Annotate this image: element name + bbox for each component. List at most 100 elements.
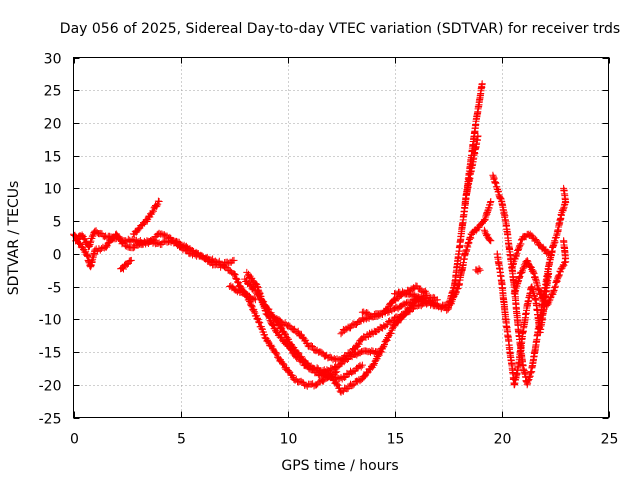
y-tick-label: 30 <box>44 52 62 68</box>
data-point <box>281 330 289 338</box>
chart-title: Day 056 of 2025, Sidereal Day-to-day VTE… <box>60 21 620 37</box>
data-point <box>236 282 244 290</box>
data-point <box>476 266 484 274</box>
data-point <box>363 369 371 377</box>
y-tick-label: 20 <box>44 117 62 133</box>
data-point <box>333 381 341 389</box>
data-point <box>545 250 553 258</box>
data-point <box>382 337 390 345</box>
data-point <box>267 341 275 349</box>
y-axis-label: SDTVAR / TECUs <box>6 181 22 296</box>
y-tick-label: -15 <box>39 346 62 362</box>
data-point <box>545 270 553 277</box>
data-point <box>120 265 127 273</box>
y-tick-label: -20 <box>39 379 62 395</box>
data-point <box>487 237 495 245</box>
data-point <box>478 80 486 88</box>
data-point <box>302 336 310 344</box>
data-point <box>279 360 287 368</box>
y-tick-label: -10 <box>39 313 62 329</box>
data-point <box>284 341 291 349</box>
data-point <box>230 256 238 264</box>
data-point <box>487 198 495 205</box>
data-point <box>519 264 527 272</box>
data-point <box>264 336 271 344</box>
data-point <box>560 184 568 192</box>
data-point <box>307 342 315 350</box>
data-point <box>278 333 286 341</box>
data-point <box>526 262 533 270</box>
x-axis-label: GPS time / hours <box>281 458 398 474</box>
data-point <box>387 329 395 337</box>
data-point <box>81 235 89 243</box>
data-point <box>334 381 342 389</box>
data-point <box>328 372 336 380</box>
data-point <box>401 290 409 298</box>
y-tick-label: 15 <box>44 150 62 166</box>
data-point <box>252 280 260 288</box>
y-tick-label: 25 <box>44 84 62 100</box>
data-point <box>153 202 161 210</box>
data-point <box>480 226 488 234</box>
data-point <box>276 324 284 332</box>
data-point <box>264 338 272 346</box>
data-point <box>287 345 295 353</box>
data-point <box>355 340 363 348</box>
data-point <box>73 236 81 244</box>
y-tick-label: 0 <box>53 248 62 264</box>
data-point <box>537 290 545 298</box>
plot-frame <box>73 57 609 418</box>
data-point <box>380 342 388 350</box>
data-point <box>518 269 526 276</box>
data-point <box>102 243 110 251</box>
data-point <box>265 313 273 321</box>
data-point <box>273 350 281 358</box>
x-tick-label: 5 <box>177 432 186 448</box>
data-point <box>272 349 280 357</box>
data-point <box>230 270 238 278</box>
data-point <box>544 248 552 256</box>
x-tick-label: 20 <box>494 432 512 448</box>
data-point <box>148 209 156 217</box>
data-point <box>400 311 408 319</box>
y-tick-label: -5 <box>48 281 62 297</box>
data-point <box>332 380 340 388</box>
data-point <box>337 330 345 338</box>
data-point <box>372 356 380 364</box>
x-tick-label: 25 <box>601 432 619 448</box>
data-point <box>232 275 240 283</box>
data-point <box>309 343 316 350</box>
data-point <box>485 236 493 244</box>
data-point <box>370 361 378 369</box>
data-point <box>264 311 272 319</box>
data-point <box>258 325 266 333</box>
data-point <box>293 353 301 361</box>
x-tick-label: 10 <box>280 432 298 448</box>
data-point <box>556 268 564 276</box>
data-point <box>383 336 391 344</box>
data-point <box>134 226 142 234</box>
data-point <box>548 290 556 298</box>
data-point <box>555 271 563 279</box>
y-tick-label: 10 <box>44 182 62 198</box>
data-point <box>349 381 357 389</box>
data-point <box>400 311 408 319</box>
x-tick-label: 15 <box>387 432 405 448</box>
data-point <box>115 233 123 241</box>
x-tick-label: 0 <box>70 432 79 448</box>
grid-lines <box>73 57 609 418</box>
data-point <box>537 289 545 297</box>
data-point <box>272 327 280 335</box>
data-point <box>423 289 431 297</box>
data-point <box>559 262 567 270</box>
y-tick-label: 5 <box>53 215 62 231</box>
data-point <box>475 265 483 273</box>
data-point <box>254 314 261 322</box>
data-point <box>149 207 157 215</box>
data-point <box>127 256 135 264</box>
data-point <box>382 306 390 314</box>
data-point <box>341 374 349 381</box>
data-point <box>251 296 259 304</box>
data-point <box>375 351 383 359</box>
